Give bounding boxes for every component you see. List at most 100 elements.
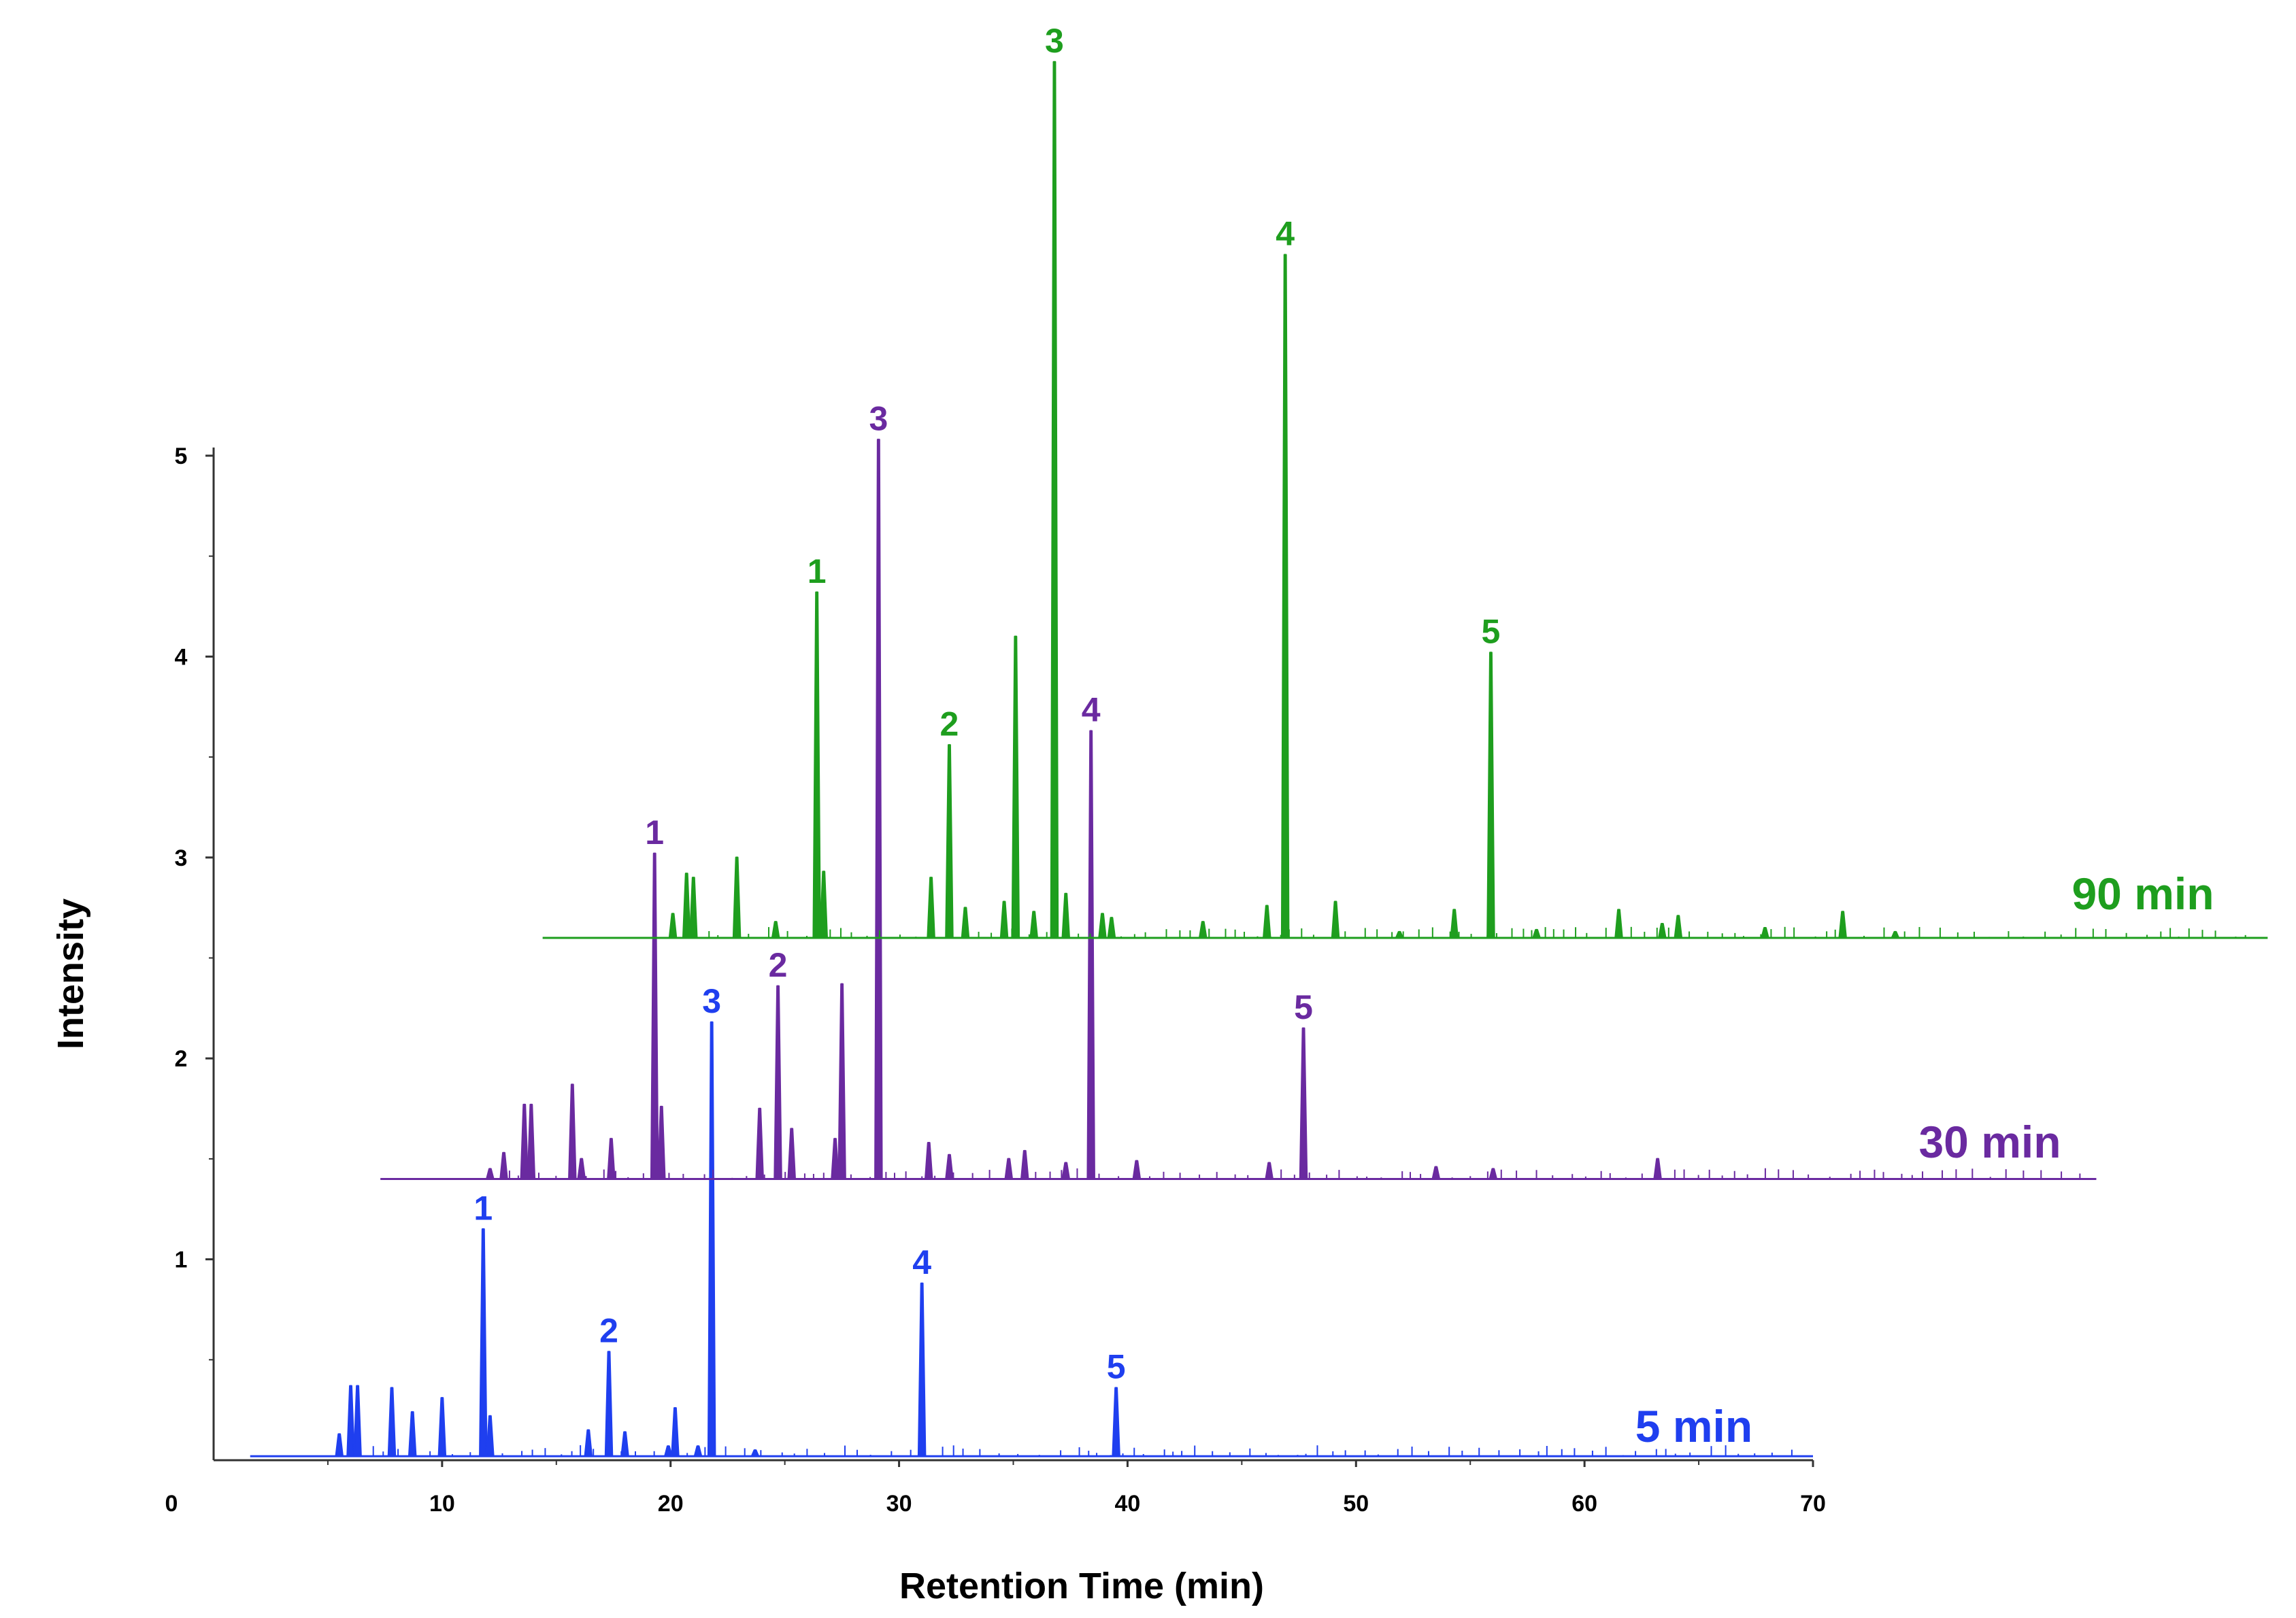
peak [664,1445,673,1457]
peak [437,1397,447,1457]
peak-3 [874,439,883,1180]
peak [520,1103,529,1180]
x-tick-label: 0 [165,1491,178,1517]
peak [1061,1162,1070,1180]
peak [671,1406,680,1457]
peak [486,1168,495,1180]
peak [407,1411,417,1457]
peak [1614,909,1623,939]
peak [771,921,780,939]
x-tick-label: 20 [658,1491,684,1517]
peak [1011,635,1020,939]
peak [1020,1149,1029,1180]
peak-4 [1280,254,1290,939]
peak [1838,911,1847,939]
y-tick-label: 3 [175,845,188,871]
peak [346,1385,355,1457]
peak-3 [707,1021,716,1457]
peak-label: 4 [1276,215,1295,253]
peak [693,1445,703,1457]
peak [1263,905,1271,939]
trace-30-min [380,439,2097,1180]
y-tick-label: 2 [175,1046,188,1072]
peak [1265,1162,1274,1180]
peak-label: 3 [702,982,721,1020]
peak [620,1431,629,1457]
trace-90-min [542,61,2268,939]
peak [831,1138,839,1180]
peak [1488,1168,1498,1180]
peak [1891,930,1900,939]
peak [1653,1158,1662,1180]
peak-2 [604,1351,614,1457]
peak [577,1158,586,1180]
peak [1431,1166,1441,1180]
peak [657,1105,666,1180]
peak-label: 1 [645,813,664,852]
peak-1 [479,1228,488,1457]
traces [250,61,2268,1457]
peak [1199,921,1208,939]
peak [499,1151,508,1180]
peak [927,877,935,939]
peak [819,871,828,939]
peak [999,900,1009,939]
peak [1658,923,1667,939]
peak [335,1433,344,1457]
peak [945,1153,954,1180]
series-label: 30 min [1918,1117,2061,1167]
y-axis-title: Intensity [50,898,91,1049]
peak [1029,911,1038,939]
axes: 0 10 20 30 40 50 60 70 1 2 3 4 5 [165,443,1826,1517]
peak [1674,915,1683,939]
peak [387,1387,397,1457]
x-tick-label: 60 [1571,1491,1597,1517]
peak [353,1385,362,1457]
peak-label: 4 [1082,691,1101,729]
peak [1395,930,1404,939]
peak [668,913,678,939]
peak-label: 4 [912,1243,931,1281]
peak [732,856,742,939]
peak [568,1083,577,1180]
peak-5 [1112,1387,1120,1457]
peak-label: 1 [808,552,827,590]
peak [682,873,691,939]
peak-5 [1486,652,1495,939]
peak-2 [945,744,954,939]
y-tick-label: 1 [175,1247,188,1273]
peak [584,1429,593,1457]
peak [1761,926,1769,939]
y-tick-label: 4 [175,644,188,670]
peak [961,907,970,939]
peak [1004,1158,1014,1180]
peak [787,1128,796,1180]
peak [486,1415,495,1457]
peak [1132,1160,1142,1180]
peak [1107,917,1116,939]
x-tick-label: 40 [1115,1491,1141,1517]
peak-label: 2 [599,1311,618,1349]
peak-4 [1086,730,1095,1180]
peak-label: 5 [1482,612,1501,650]
peak [1061,892,1070,939]
peak-1 [812,591,821,939]
peak [755,1107,764,1180]
peak [689,877,698,939]
peak [607,1138,616,1180]
peak-label: 5 [1107,1348,1126,1386]
peak [1532,928,1541,939]
peak-label: 3 [1045,22,1064,60]
peak-3 [1050,61,1059,939]
series-label: 90 min [2072,869,2214,919]
peak-label: 3 [869,399,888,437]
series-label: 5 min [1635,1401,1752,1451]
y-tick-label: 5 [175,443,188,469]
peak-5 [1299,1027,1308,1180]
x-tick-label: 70 [1800,1491,1826,1517]
trace-5-min [250,1021,1813,1457]
x-axis-title: Retention Time (min) [899,1566,1264,1606]
peak-2 [773,985,782,1180]
peak [924,1142,933,1180]
